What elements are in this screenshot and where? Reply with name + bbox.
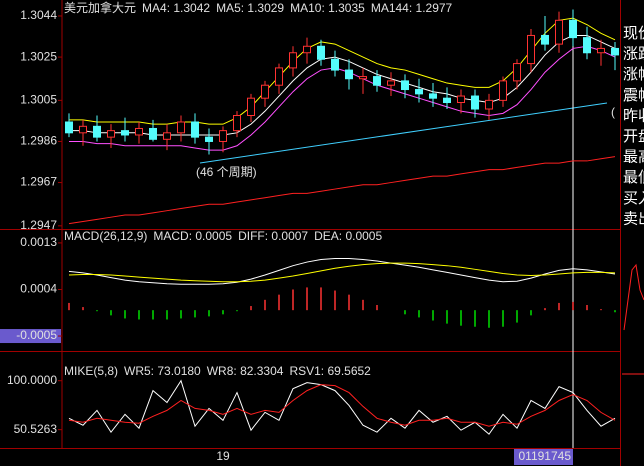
candle-body	[485, 99, 493, 110]
candle-body	[499, 80, 507, 101]
y-tick-label: 0.0013	[20, 235, 57, 249]
side-label: 涨跌	[623, 46, 644, 63]
candle-body	[93, 125, 101, 138]
candle-body	[219, 130, 227, 142]
candle-body	[135, 127, 143, 136]
legend-entry: WR5: 73.0180	[124, 364, 201, 378]
candle-body	[345, 69, 353, 80]
y-tick-label: 1.3025	[20, 49, 57, 63]
side-label: 昨收	[623, 107, 644, 124]
candle-body	[107, 130, 115, 138]
candle-body	[513, 63, 521, 82]
legend-entry: WR8: 82.3304	[207, 364, 284, 378]
series-line	[69, 45, 616, 151]
side-label: 买入	[623, 190, 644, 207]
y-tick-label: 1.2986	[20, 134, 57, 148]
side-label: 涨幅	[623, 66, 644, 83]
candle-body	[289, 52, 297, 69]
candle-body	[331, 58, 339, 71]
side-label: 卖出	[623, 210, 644, 227]
panel-title: 美元加拿大元	[64, 0, 136, 15]
series-line	[68, 257, 616, 285]
series-line	[69, 34, 616, 136]
legend-entry: DEA: 0.0005	[314, 229, 382, 243]
candle-body	[583, 37, 591, 54]
cursor-time-box	[514, 449, 573, 465]
y-tick-label: 50.5263	[14, 422, 58, 436]
legend-entry: RSV1: 69.5652	[289, 364, 371, 378]
candle-body	[429, 93, 437, 99]
candle-body	[163, 132, 171, 140]
annotation: (	[611, 105, 615, 119]
side-label: 开盘	[623, 127, 644, 145]
y-tick-label: 100.0000	[7, 373, 57, 387]
candle-body	[247, 97, 255, 116]
y-tick-label: 1.2967	[20, 175, 57, 189]
panel-title: MACD(26,12,9)	[64, 229, 147, 243]
legend-entry: DIFF: 0.0007	[238, 229, 308, 243]
x-tick-label: 19	[216, 449, 230, 463]
candle-body	[569, 19, 577, 39]
panel-borders	[0, 0, 621, 466]
candle-body	[611, 47, 619, 56]
annotation: (46 个周期)	[196, 165, 257, 179]
side-label: 震幅	[623, 87, 644, 104]
cursor-time-label: 01191745	[519, 449, 572, 463]
y-tick-label: 0.0004	[20, 282, 57, 296]
candle-body	[121, 130, 129, 136]
y-tick-label: -0.0005	[16, 328, 57, 342]
candle-body	[303, 45, 311, 54]
legend-entry: MA10: 1.3035	[290, 1, 365, 15]
candle-body	[597, 47, 605, 54]
panel-title: MIKE(5,8)	[64, 364, 118, 378]
candle-body	[387, 80, 395, 86]
y-tick-label: 1.3044	[20, 8, 57, 22]
candle-body	[527, 34, 535, 65]
side-label: 最高	[623, 149, 644, 166]
cursor-value-box	[0, 329, 61, 344]
candle-body	[401, 80, 409, 91]
trend-line	[199, 102, 608, 164]
candle-body	[317, 45, 325, 60]
series-line	[68, 384, 616, 427]
candle-body	[65, 121, 73, 134]
candle-body	[177, 121, 185, 134]
candle-body	[359, 76, 367, 80]
legend-entry: MACD: 0.0005	[153, 229, 232, 243]
candle-body	[149, 127, 157, 140]
candle-body	[233, 115, 241, 132]
series-line	[68, 379, 616, 435]
candle-body	[541, 34, 549, 45]
candle-body	[443, 97, 451, 104]
legend-entry: MA4: 1.3042	[142, 1, 210, 15]
y-tick-label: 1.2947	[20, 218, 57, 232]
candle-body	[471, 95, 479, 110]
side-panel: 现价涨跌涨幅震幅昨收开盘最高最低买入卖出	[623, 25, 644, 227]
series-line	[68, 156, 616, 225]
candle-body	[191, 121, 199, 138]
mini-chart	[623, 263, 644, 331]
candle-body	[373, 76, 381, 86]
series-line	[68, 262, 616, 283]
candle-body	[415, 89, 423, 95]
candle-body	[261, 84, 269, 99]
side-label: 最低	[623, 169, 644, 186]
candle-body	[79, 125, 87, 134]
candle-body	[555, 19, 563, 45]
legend-entry: MA144: 1.2977	[371, 1, 453, 15]
candle-body	[205, 136, 213, 142]
y-tick-label: 1.3005	[20, 93, 57, 107]
legend-entry: MA5: 1.3029	[216, 1, 284, 15]
side-label: 现价	[623, 25, 644, 42]
candle-body	[457, 95, 465, 104]
candle-body	[275, 67, 283, 86]
series-line	[69, 17, 616, 125]
